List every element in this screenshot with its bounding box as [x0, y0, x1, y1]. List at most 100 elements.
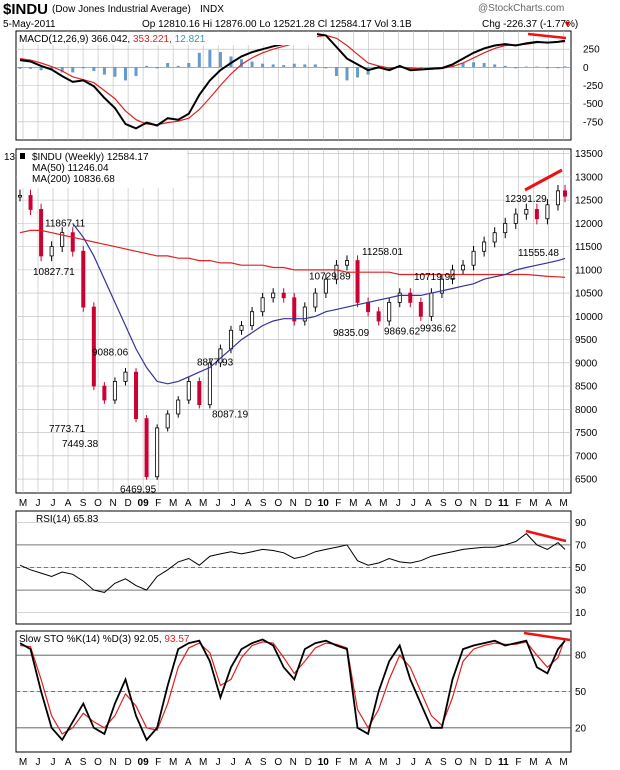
macd-histogram-bar	[493, 64, 497, 68]
x-tick-label: A	[245, 757, 252, 768]
x-tick-label: F	[155, 757, 161, 768]
x-tick-label: N	[290, 498, 297, 509]
price-candle	[534, 209, 539, 220]
y-tick-label: 9500	[575, 335, 598, 346]
x-tick-label: A	[545, 757, 552, 768]
price-annotation: 7773.71	[49, 424, 86, 435]
x-tick-label: N	[470, 757, 477, 768]
macd-histogram-bar	[208, 49, 212, 68]
price-candle	[70, 232, 75, 252]
price-candle	[376, 311, 381, 322]
y-tick-label: 13500	[575, 149, 603, 160]
chart-index-name: (Dow Jones Industrial Average)	[52, 4, 191, 15]
macd-histogram-bar	[345, 67, 349, 81]
price-candle	[292, 297, 297, 322]
macd-histogram-bar	[556, 67, 560, 69]
y-tick-label: 30	[575, 586, 587, 597]
macd-histogram-bar	[503, 65, 507, 68]
x-tick-label: F	[155, 498, 161, 509]
price-annotation: 12391.29	[505, 194, 547, 205]
price-annotation: 9936.62	[420, 323, 457, 334]
x-tick-label: J	[396, 498, 401, 509]
macd-histogram-bar	[535, 66, 539, 68]
sto-d-line	[19, 638, 566, 735]
sto-trend-annotation	[523, 631, 571, 642]
macd-histogram-bar	[145, 65, 149, 68]
x-tick-label: J	[36, 498, 41, 509]
macd-histogram-bar	[18, 67, 22, 69]
price-candle	[102, 385, 107, 401]
y-tick-label: 12500	[575, 196, 603, 207]
price-candle	[281, 292, 286, 299]
price-candle	[555, 190, 560, 206]
price-axis-top-label: 13	[4, 152, 16, 163]
brand-label: @StockCharts.com	[478, 3, 565, 14]
price-legend-bg	[17, 150, 187, 188]
x-tick-label: N	[109, 757, 116, 768]
price-candle	[334, 264, 339, 280]
macd-histogram-bar	[514, 67, 518, 69]
x-tick-label: D	[305, 498, 312, 509]
x-tick-label: J	[216, 498, 221, 509]
y-tick-label: 11500	[575, 242, 603, 253]
price-candle	[524, 209, 529, 215]
macd-histogram-bar	[271, 64, 275, 68]
x-tick-label: S	[260, 757, 267, 768]
macd-histogram-bar	[282, 65, 286, 68]
x-tick-label: 10	[318, 498, 330, 509]
y-tick-label: -750	[583, 117, 603, 128]
x-tick-label: F	[515, 498, 521, 509]
x-tick-label: 11	[498, 757, 509, 768]
y-tick-label: -500	[583, 99, 603, 110]
y-tick-label: 20	[575, 723, 587, 734]
y-tick-label: 90	[575, 518, 587, 529]
macd-histogram-bar	[303, 64, 307, 68]
x-tick-label: O	[274, 757, 282, 768]
x-tick-label: J	[411, 498, 416, 509]
macd-histogram-bar	[39, 67, 43, 71]
x-tick-label: J	[51, 498, 56, 509]
price-candle	[439, 278, 444, 294]
x-tick-label: A	[545, 498, 552, 509]
price-candle	[197, 381, 202, 406]
x-tick-label: A	[425, 757, 432, 768]
macd-histogram-bar	[60, 67, 64, 73]
price-annotation: 11867.11	[45, 219, 86, 230]
x-tick-label: S	[260, 498, 267, 509]
y-tick-label: -250	[583, 81, 603, 92]
price-candle	[186, 381, 191, 401]
price-candle	[482, 241, 487, 252]
price-legend-item: MA(50) 11246.04	[32, 163, 109, 174]
macd-histogram-bar	[71, 67, 75, 73]
x-tick-label: A	[245, 498, 252, 509]
rsi-trend-annotation	[525, 529, 567, 543]
x-tick-label: M	[349, 757, 357, 768]
ma200-line	[19, 229, 566, 278]
macd-histogram-bar	[334, 67, 338, 77]
price-candle	[207, 362, 212, 406]
x-tick-label: M	[379, 498, 387, 509]
chart-symbol: $INDU	[3, 1, 49, 18]
x-tick-label: M	[199, 498, 207, 509]
price-candle	[545, 204, 550, 220]
price-candle	[60, 232, 65, 248]
x-tick-label: D	[485, 498, 492, 509]
x-tick-label: M	[199, 757, 207, 768]
price-candle	[91, 306, 96, 387]
macd-histogram-bar	[92, 67, 96, 71]
x-tick-label: D	[124, 757, 131, 768]
price-annotation: 11258.01	[362, 247, 403, 258]
price-candle	[228, 329, 233, 350]
price-annotation: 9835.09	[333, 328, 370, 339]
macd-legend-item: 12.821	[172, 34, 206, 45]
x-tick-label: M	[529, 757, 537, 768]
macd-trend-annotation	[527, 32, 567, 40]
price-annotation: 8877.93	[197, 358, 234, 369]
chart-date: 5-May-2011	[3, 19, 56, 30]
price-annotation: 7449.38	[62, 439, 99, 450]
price-candle	[155, 427, 160, 478]
price-candle	[39, 209, 44, 257]
y-tick-label: 6500	[575, 475, 598, 486]
exchange-label: INDX	[200, 4, 224, 15]
